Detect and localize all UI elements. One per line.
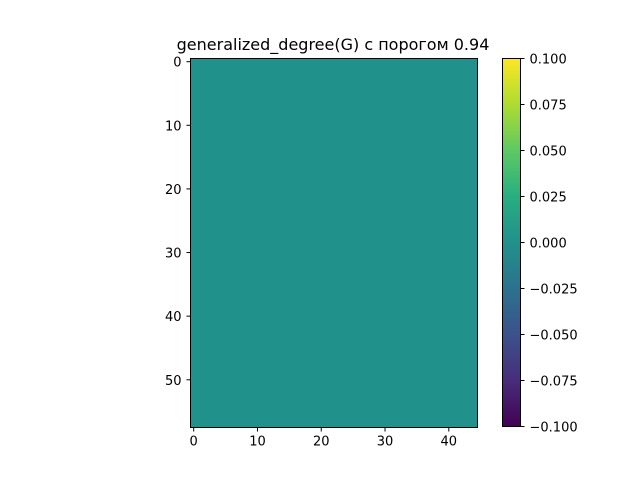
x-tick-label: 10 [249, 435, 266, 450]
colorbar-tick-label: 0.025 [530, 191, 567, 206]
colorbar-tick-label: 0.075 [530, 99, 567, 114]
y-tick-label: 0 [173, 56, 181, 71]
colorbar-tick-label: −0.050 [530, 329, 578, 344]
x-tick-label: 40 [441, 435, 458, 450]
x-tick-label: 0 [190, 435, 198, 450]
y-tick-label: 40 [165, 310, 182, 325]
y-tick-label: 30 [165, 247, 182, 262]
colorbar-tick-label: 0.000 [530, 237, 567, 252]
heatmap-cells [190, 58, 478, 428]
y-tick-label: 20 [165, 183, 182, 198]
y-tick-label: 10 [165, 119, 182, 134]
x-tick-label: 20 [313, 435, 330, 450]
colorbar-tick-label: 0.100 [530, 53, 567, 68]
x-tick-label: 30 [377, 435, 394, 450]
colorbar-gradient [502, 58, 521, 427]
chart-title: generalized_degree(G) с порогом 0.94 [177, 35, 490, 55]
colorbar: −0.100 −0.075 −0.050 −0.025 0.000 0.025 0.050 0… [502, 53, 578, 436]
plot-frame [190, 58, 478, 428]
colorbar-tick-label: −0.075 [530, 375, 578, 390]
y-tick-label: 50 [165, 374, 182, 389]
colorbar-tick-label: 0.050 [530, 145, 567, 160]
y-axis: 0 10 20 30 40 50 [165, 56, 191, 389]
colorbar-tick-label: −0.100 [530, 421, 578, 436]
heatmap-area [190, 58, 478, 428]
colorbar-tick-label: −0.025 [530, 283, 578, 298]
x-axis: 0 10 20 30 40 [190, 427, 458, 450]
